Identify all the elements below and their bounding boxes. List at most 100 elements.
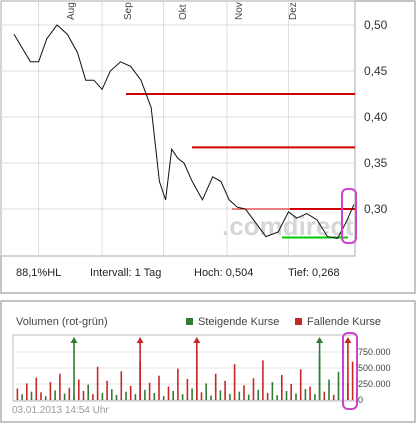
volume-title: Volumen (rot-grün) [16,316,108,328]
volume-bar [243,385,245,400]
volume-bar [276,395,278,400]
volume-bar [304,389,307,400]
volume-bar [78,379,80,400]
volume-bar [44,396,47,400]
volume-bar [129,385,132,400]
volume-grid [13,351,357,401]
timestamp: 03.01.2013 14:54 Uhr [12,405,109,416]
volume-bar [257,389,259,400]
volume-peak-markers [70,337,352,400]
volume-bar [271,382,274,400]
volume-bar [82,391,85,400]
volume-bar [144,389,146,400]
volume-bar [40,392,42,400]
resistance-lines [126,93,355,239]
volume-bar [92,394,94,400]
volume-bar [59,373,61,400]
volume-bar [337,371,340,400]
volume-peak-arrow [70,337,78,343]
volume-bar [323,391,326,400]
volume-bar [181,394,184,400]
volume-bar [148,382,151,400]
month-labels: Aug Sep Okt Nov Dez [66,2,299,20]
volume-y-tick: 500.000 [358,363,391,373]
volume-bar [158,375,160,400]
month-label-dez: Dez [288,2,299,20]
month-label-nov: Nov [234,2,245,20]
volume-bar [281,375,283,400]
volume-bar [214,373,217,400]
volume-bar [21,394,23,400]
volume-peak-arrow [193,337,201,343]
volume-y-tick: 750.000 [358,347,391,357]
volume-bar [210,395,212,400]
volume-bar [252,378,255,400]
volume-bar [219,390,222,400]
volume-bar [101,393,104,400]
price-plot-area [0,0,356,257]
volume-bar [328,379,330,400]
volume-bar [247,394,250,400]
volume-bar [314,394,316,400]
volume-bar [238,391,241,400]
volume-bar [299,369,302,400]
volume-bar [285,391,288,400]
rising-legend-swatch [186,318,193,325]
volume-y-tick: 0 [358,395,363,405]
volume-bar [115,394,118,400]
price-y-tick: 0,35 [364,156,388,170]
volume-bar [162,396,165,400]
volume-bar [262,360,264,400]
hl-percentage: 88,1%HL [16,267,61,279]
volume-bar [63,393,66,400]
legend-rising: Steigende Kurse [198,316,279,328]
volume-bar [30,391,33,400]
watermark: .comdirect [222,211,354,241]
volume-bar [191,388,193,400]
volume-bar [266,393,269,400]
volume-bar [120,371,123,400]
price-y-axis: 0,30 0,35 0,40 0,45 0,50 [364,18,388,216]
volume-bar [229,393,231,400]
volume-y-axis: 0 250.000 500.000 750.000 [358,347,391,405]
volume-bar [205,383,207,400]
volume-bar [16,388,19,400]
volume-bar [125,391,127,400]
volume-bar [134,394,137,400]
price-y-tick: 0,45 [364,64,388,78]
price-y-tick: 0,50 [364,18,388,32]
volume-bar [332,394,335,400]
price-y-tick: 0,30 [364,202,388,216]
volume-bar [54,390,56,400]
volume-peak-arrow [344,337,352,343]
volume-bar [224,380,226,400]
interval-label: Intervall: 1 Tag [90,267,161,279]
month-label-sep: Sep [123,2,134,20]
price-line [13,24,355,239]
price-grid [1,2,355,255]
month-label-okt: Okt [178,4,189,20]
volume-bar [106,380,108,400]
volume-bar [233,364,236,400]
volume-bar [153,393,156,400]
month-label-aug: Aug [66,2,77,20]
volume-bar [167,386,170,400]
legend-falling: Fallende Kurse [307,316,381,328]
volume-bar [68,387,71,400]
volume-highlight-box [342,332,358,410]
volume-peak-arrow [136,337,144,343]
high-value: Hoch: 0,504 [194,267,253,279]
volume-bar [351,361,354,400]
volume-bar [87,384,89,400]
price-y-tick: 0,40 [364,110,388,124]
volume-bar [177,368,179,400]
volume-bar [111,389,113,400]
volume-bar [96,366,99,400]
volume-bar [290,384,292,400]
falling-legend-swatch [295,318,302,325]
volume-bar [26,383,28,400]
volume-bar [172,391,174,400]
volume-bar [35,377,38,400]
volume-bar [295,393,297,400]
